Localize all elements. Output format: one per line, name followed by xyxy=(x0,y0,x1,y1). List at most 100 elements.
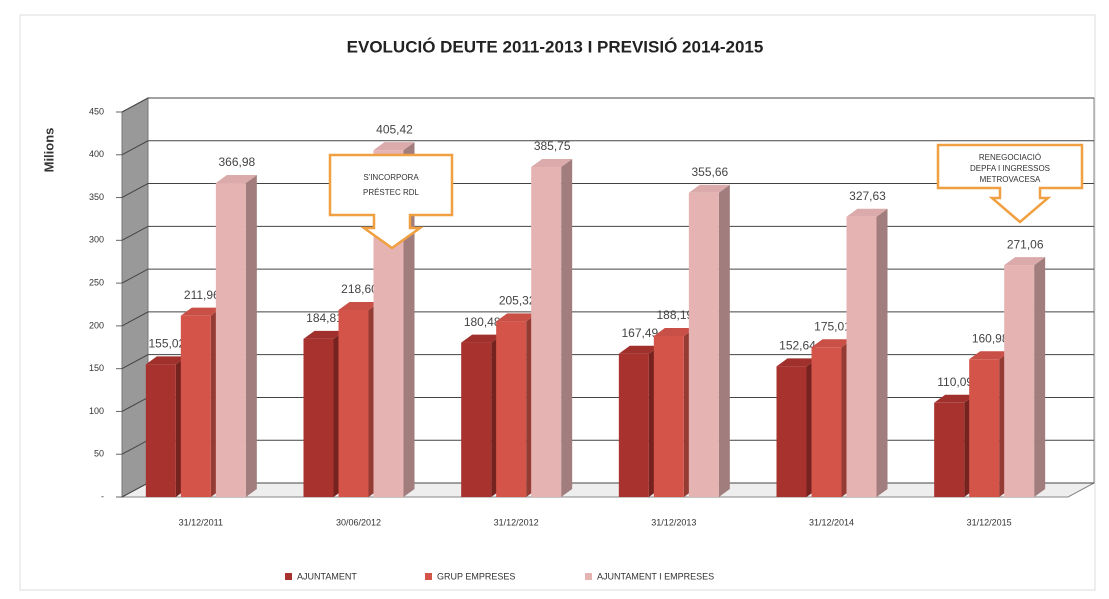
bar-top xyxy=(653,327,695,336)
legend-swatch xyxy=(585,573,592,580)
y-tick-label: 450 xyxy=(89,106,104,116)
bar-top xyxy=(618,345,660,354)
value-label: 155,02 xyxy=(148,337,185,351)
bar xyxy=(934,402,965,497)
callout: S'INCORPORA PRÉSTEC RDL xyxy=(328,153,454,250)
bar xyxy=(180,315,211,497)
bar-top xyxy=(180,307,222,316)
annotation-line: DEPFA I INGRESSOS xyxy=(970,164,1050,173)
bar-top xyxy=(338,301,380,310)
value-label: 167,49 xyxy=(621,326,658,340)
value-label: 327,63 xyxy=(849,189,886,203)
bar xyxy=(653,335,684,497)
bar-top xyxy=(461,334,503,343)
value-label: 205,32 xyxy=(499,294,536,308)
value-label: 271,06 xyxy=(1007,237,1044,251)
bar-top xyxy=(496,313,538,322)
bar-side xyxy=(1034,257,1046,497)
annotation-line: S'INCORPORA xyxy=(363,173,419,182)
bar xyxy=(145,364,176,497)
value-label: 160,98 xyxy=(972,331,1009,345)
grid-line xyxy=(121,311,1094,327)
value-label: 211,96 xyxy=(184,288,220,302)
x-tick-label: 30/06/2012 xyxy=(336,517,381,527)
x-tick-label: 31/12/2012 xyxy=(494,517,539,527)
y-tick-label: 150 xyxy=(89,363,104,373)
value-label: 184,81 xyxy=(306,311,343,325)
legend-label: GRUP EMPRESES xyxy=(437,571,515,581)
bar-top xyxy=(688,184,730,193)
bar-top xyxy=(373,142,415,151)
grid-line xyxy=(121,225,1094,241)
bar-top xyxy=(811,339,853,348)
chart-title: EVOLUCIÓ DEUTE 2011-2013 I PREVISIÓ 2014… xyxy=(347,37,764,56)
y-tick-label: 300 xyxy=(89,235,104,245)
y-tick-label: 400 xyxy=(89,149,104,159)
bar xyxy=(776,366,807,497)
bar-top xyxy=(145,356,187,365)
y-tick-label: 250 xyxy=(89,277,104,287)
annotation-line: METROVACESA xyxy=(980,175,1041,184)
grid-line xyxy=(121,183,1094,198)
plot-area: - 50 100 150 200 250 300 350 400 450 31/12/2011 155… xyxy=(89,97,1095,581)
legend-swatch xyxy=(285,573,292,580)
callout: RENEGOCIACIÓ DEPFA I INGRESSOS METROVACE… xyxy=(936,143,1084,224)
bar-top xyxy=(776,358,818,367)
value-label: 180,48 xyxy=(464,315,501,329)
y-tick-label: 50 xyxy=(94,449,104,459)
bar-top xyxy=(1004,257,1046,266)
value-label: 355,66 xyxy=(691,165,728,179)
value-label: 218,60 xyxy=(341,282,378,296)
bar-top xyxy=(215,175,257,184)
grid-line xyxy=(121,354,1094,370)
y-tick-label: - xyxy=(101,491,104,501)
bar xyxy=(461,342,492,497)
value-label: 385,75 xyxy=(534,139,571,153)
bar-top xyxy=(303,330,345,339)
legend-label: AJUNTAMENT I EMPRESES xyxy=(597,571,714,581)
annotation-line: PRÉSTEC RDL xyxy=(363,188,420,197)
x-tick-label: 31/12/2011 xyxy=(179,517,223,527)
bar xyxy=(531,166,562,497)
bar xyxy=(811,347,842,497)
bar xyxy=(618,353,649,497)
grid-line xyxy=(121,97,1094,113)
bar-side xyxy=(561,158,573,497)
bar-side xyxy=(245,175,257,497)
bar-top xyxy=(846,208,888,217)
callout-box xyxy=(328,153,454,250)
legend-swatch xyxy=(425,573,432,580)
y-tick-label: 350 xyxy=(89,192,104,202)
bar xyxy=(969,359,1000,497)
value-label: 405,42 xyxy=(376,122,413,136)
x-tick-label: 31/12/2014 xyxy=(809,517,854,527)
bar xyxy=(303,338,334,497)
value-label: 175,01 xyxy=(814,319,851,333)
bar xyxy=(846,216,877,497)
bar-top xyxy=(934,394,976,403)
bar-top xyxy=(531,158,573,167)
value-label: 152,64 xyxy=(779,339,816,353)
y-axis-label: Milions xyxy=(41,128,56,173)
y-tick-label: 200 xyxy=(89,320,104,330)
bar-side xyxy=(876,208,888,497)
annotation-line: RENEGOCIACIÓ xyxy=(979,153,1041,162)
value-label: 188,19 xyxy=(656,308,693,322)
value-label: 110,09 xyxy=(937,375,973,389)
grid-line xyxy=(121,140,1094,156)
x-tick-label: 31/12/2013 xyxy=(651,517,696,527)
value-label: 366,98 xyxy=(218,155,255,169)
callout-box xyxy=(936,143,1084,224)
bar-top xyxy=(969,351,1011,360)
legend-label: AJUNTAMENT xyxy=(297,571,357,581)
bar xyxy=(496,321,527,497)
bar xyxy=(338,309,369,497)
y-tick-label: 100 xyxy=(89,406,104,416)
grid-line xyxy=(121,268,1094,284)
bar xyxy=(1004,265,1035,497)
x-tick-label: 31/12/2015 xyxy=(967,517,1012,527)
bar xyxy=(688,192,719,497)
side-wall xyxy=(121,97,149,498)
bar-side xyxy=(718,184,730,497)
